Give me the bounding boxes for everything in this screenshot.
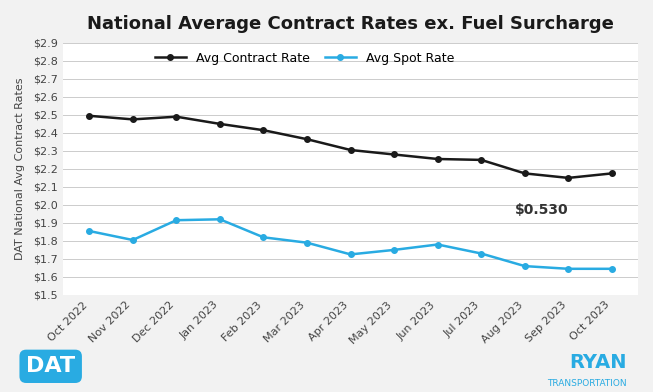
Avg Contract Rate xyxy=(434,157,441,162)
Avg Spot Rate xyxy=(172,218,180,223)
Avg Contract Rate xyxy=(564,176,572,180)
Avg Spot Rate xyxy=(216,217,224,221)
Avg Spot Rate xyxy=(129,238,136,242)
Avg Spot Rate xyxy=(86,229,93,233)
Text: DAT: DAT xyxy=(26,356,75,376)
Avg Contract Rate xyxy=(347,148,355,152)
Avg Spot Rate xyxy=(303,240,311,245)
Avg Contract Rate xyxy=(608,171,616,176)
Avg Spot Rate xyxy=(347,252,355,257)
Avg Spot Rate xyxy=(390,248,398,252)
Avg Spot Rate xyxy=(608,267,616,271)
Text: TRANSPORTATION: TRANSPORTATION xyxy=(547,379,627,388)
Avg Contract Rate xyxy=(129,117,136,122)
Avg Spot Rate xyxy=(521,264,529,269)
Avg Contract Rate xyxy=(390,152,398,157)
Avg Contract Rate xyxy=(259,128,267,132)
Line: Avg Contract Rate: Avg Contract Rate xyxy=(86,113,614,181)
Avg Spot Rate xyxy=(434,242,441,247)
Avg Spot Rate xyxy=(564,267,572,271)
Text: $0.530: $0.530 xyxy=(515,203,568,217)
Avg Contract Rate xyxy=(303,137,311,142)
Avg Contract Rate xyxy=(216,122,224,126)
Title: National Average Contract Rates ex. Fuel Surcharge: National Average Contract Rates ex. Fuel… xyxy=(87,15,614,33)
Avg Spot Rate xyxy=(477,251,485,256)
Avg Contract Rate xyxy=(172,114,180,119)
Avg Contract Rate xyxy=(86,113,93,118)
Avg Contract Rate xyxy=(521,171,529,176)
Line: Avg Spot Rate: Avg Spot Rate xyxy=(86,216,614,272)
Avg Contract Rate xyxy=(477,158,485,162)
Text: RYAN: RYAN xyxy=(569,354,627,372)
Legend: Avg Contract Rate, Avg Spot Rate: Avg Contract Rate, Avg Spot Rate xyxy=(150,47,460,70)
Avg Spot Rate xyxy=(259,235,267,240)
Y-axis label: DAT National Avg Contract Rates: DAT National Avg Contract Rates xyxy=(15,78,25,260)
